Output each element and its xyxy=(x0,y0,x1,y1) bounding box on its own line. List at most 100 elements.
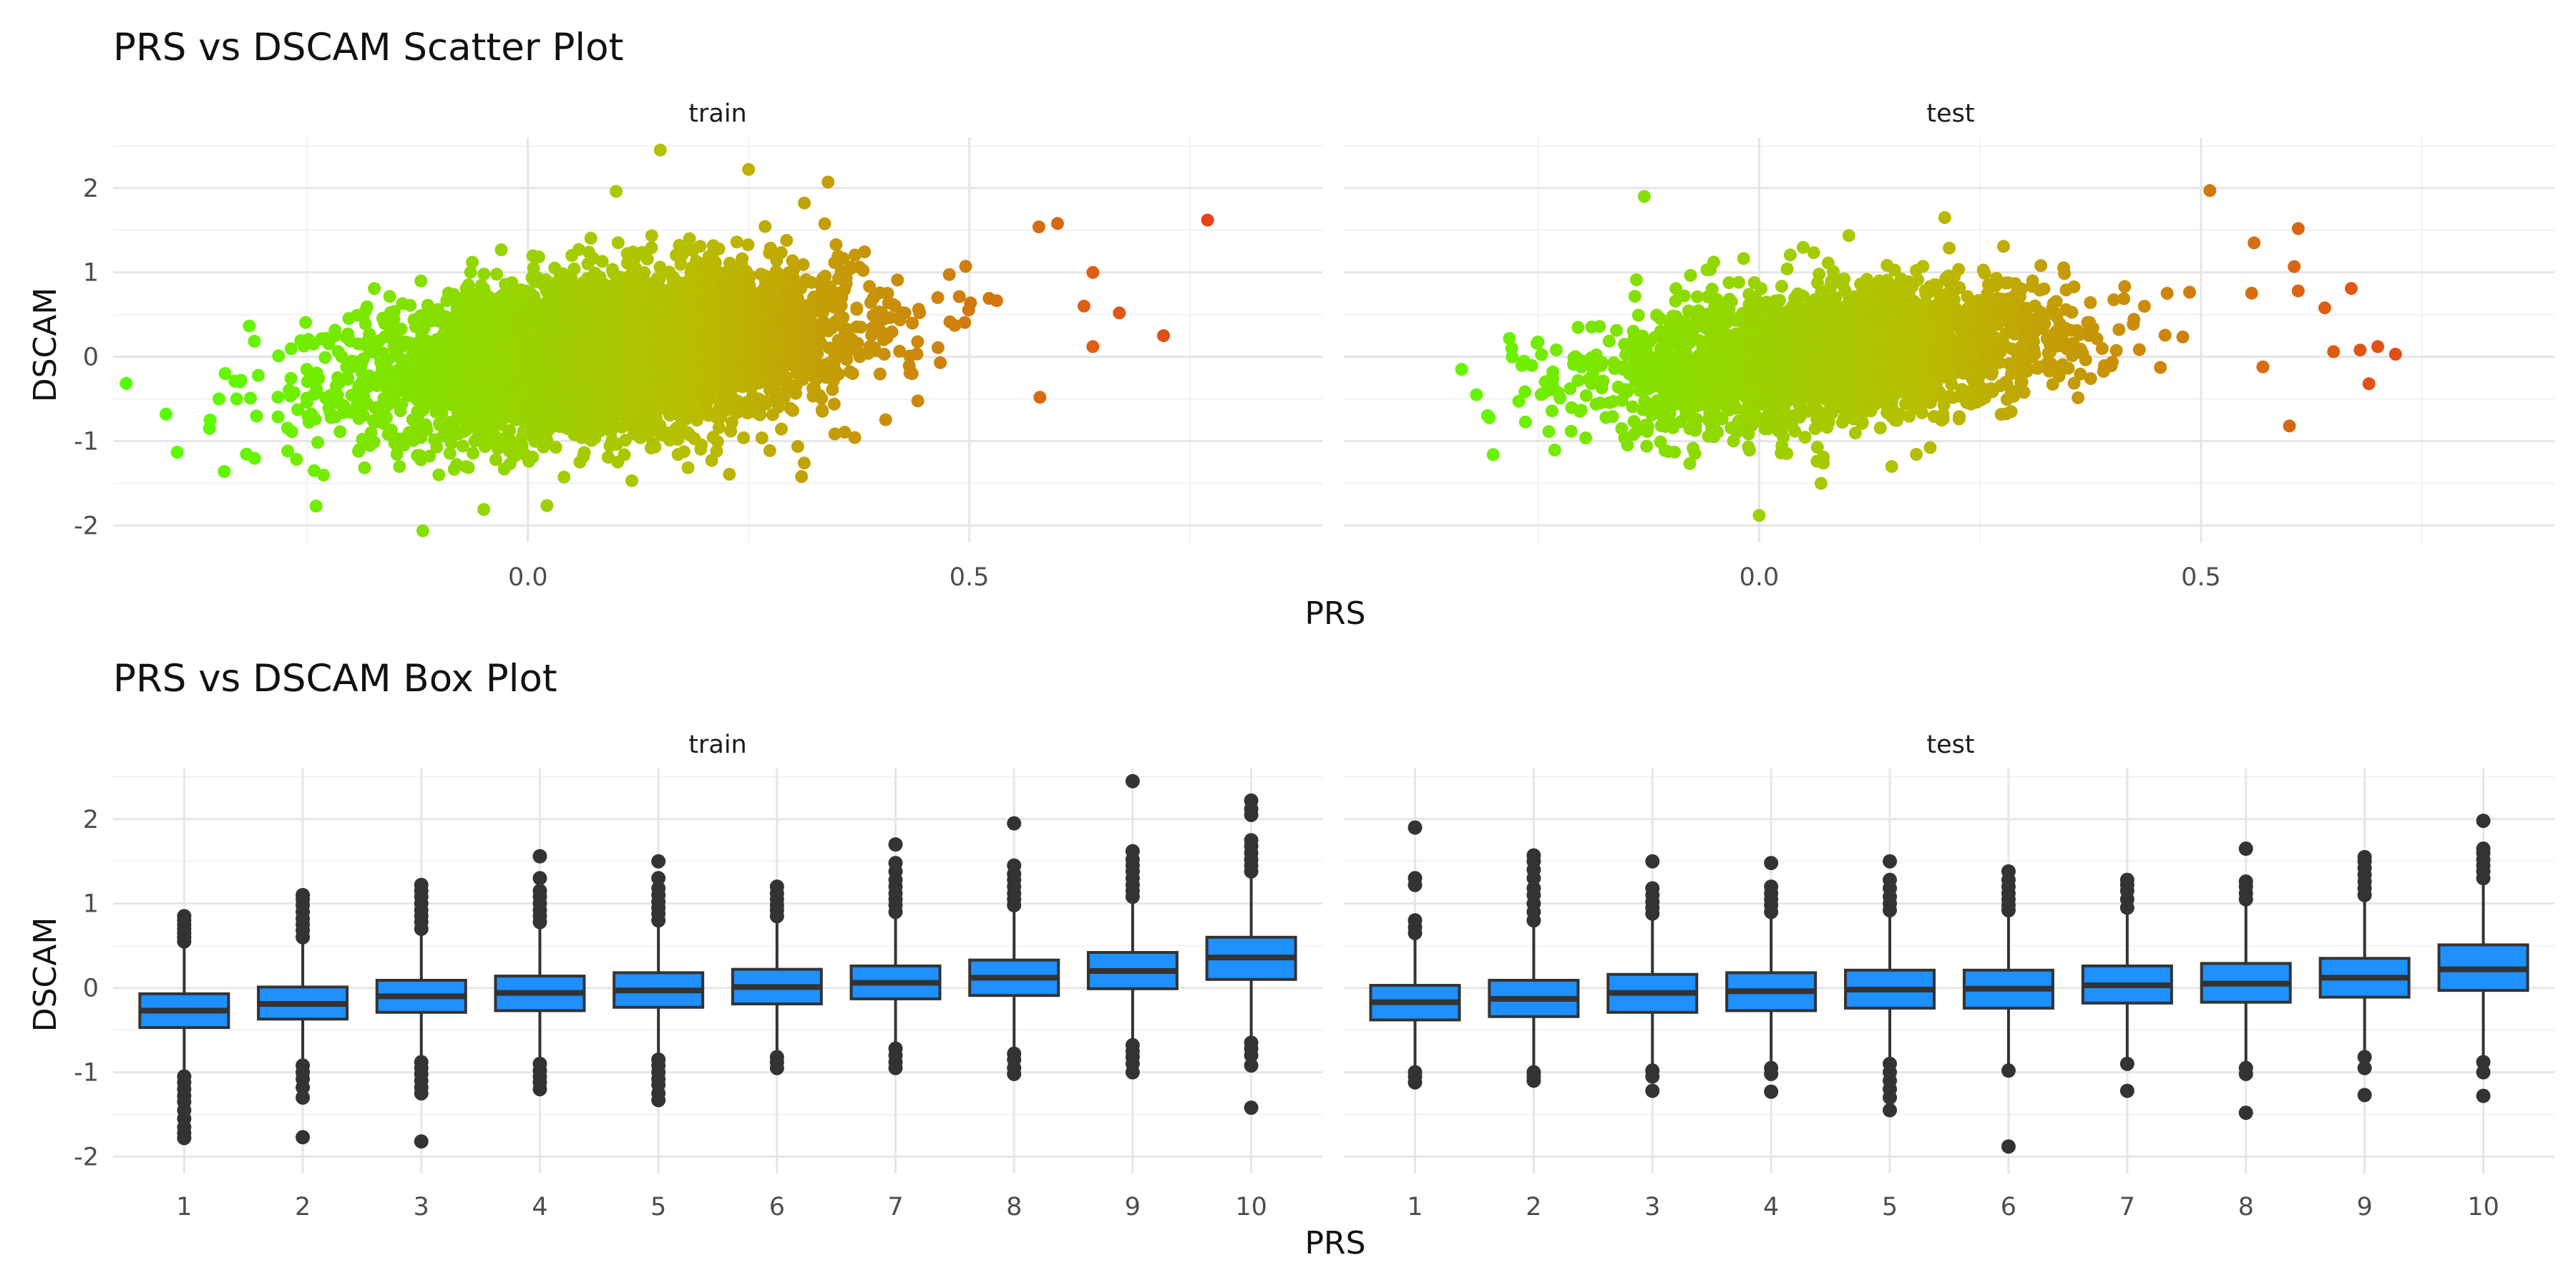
scatter-point xyxy=(252,369,265,382)
scatter-point xyxy=(540,285,553,298)
scatter-point xyxy=(673,376,686,390)
scatter-point xyxy=(432,468,446,482)
scatter-point xyxy=(443,447,457,460)
scatter-point xyxy=(534,369,547,382)
scatter-point xyxy=(473,359,487,373)
scatter-point xyxy=(471,319,484,333)
scatter-point xyxy=(650,274,663,288)
scatter-point xyxy=(873,367,887,381)
scatter-point xyxy=(1086,340,1100,353)
scatter-point xyxy=(618,346,631,358)
scatter-point xyxy=(692,341,706,354)
scatter-point xyxy=(543,296,557,309)
scatter-point xyxy=(737,431,751,444)
scatter-point xyxy=(552,392,565,405)
scatter-strip-train: train xyxy=(688,99,746,128)
scatter-point xyxy=(271,391,285,404)
scatter-point xyxy=(620,365,633,379)
scatter-point xyxy=(449,378,462,391)
scatter-point xyxy=(482,318,496,332)
scatter-point xyxy=(466,255,479,269)
scatter-point xyxy=(710,292,723,306)
scatter-point xyxy=(959,260,972,273)
scatter-point xyxy=(658,288,671,302)
scatter-point xyxy=(795,470,809,483)
scatter-point xyxy=(705,454,718,467)
scatter-point xyxy=(532,250,545,264)
scatter-point xyxy=(450,458,464,472)
scatter-point xyxy=(665,331,678,343)
scatter-point xyxy=(411,411,424,424)
scatter-point xyxy=(447,288,461,301)
scatter-point xyxy=(328,329,342,343)
scatter-point xyxy=(119,376,133,390)
scatter-point xyxy=(755,375,769,389)
scatter-point xyxy=(527,261,540,275)
scatter-point xyxy=(1842,229,1855,243)
scatter-point xyxy=(342,312,356,326)
scatter-strip-test: test xyxy=(1926,99,1974,128)
scatter-point xyxy=(497,462,511,476)
scatter-point xyxy=(629,261,643,275)
scatter-point xyxy=(906,316,919,330)
scatter-point xyxy=(160,407,172,421)
scatter-point xyxy=(735,275,748,289)
scatter-point xyxy=(800,275,814,288)
scatter-point xyxy=(559,319,572,333)
scatter-point xyxy=(489,453,502,467)
scatter-point xyxy=(496,376,509,390)
scatter-point xyxy=(748,306,761,319)
scatter-point xyxy=(285,425,298,439)
scatter-point xyxy=(526,450,540,464)
scatter-point xyxy=(517,424,530,438)
scatter-point xyxy=(653,143,667,157)
scatter-point xyxy=(615,421,628,434)
scatter-point xyxy=(691,385,705,398)
scatter-point xyxy=(401,389,415,403)
scatter-point xyxy=(361,397,374,411)
scatter-point xyxy=(958,316,972,329)
scatter-point xyxy=(482,434,496,447)
scatter-point xyxy=(759,321,773,334)
scatter-point xyxy=(681,461,695,474)
scatter-point xyxy=(539,321,552,334)
scatter-title: PRS vs DSCAM Scatter Plot xyxy=(113,26,623,69)
scatter-point xyxy=(299,316,313,329)
scatter-point xyxy=(358,317,372,331)
scatter-point xyxy=(755,431,769,444)
scatter-point xyxy=(877,333,890,346)
scatter-point xyxy=(302,333,316,346)
scatter-point xyxy=(479,384,492,397)
scatter-point xyxy=(693,258,706,272)
scatter-point xyxy=(515,439,529,452)
scatter-point xyxy=(839,271,853,285)
scatter-point xyxy=(565,249,579,262)
scatter-point xyxy=(290,452,303,466)
scatter-point xyxy=(606,290,620,303)
scatter-point xyxy=(367,341,381,354)
scatter-point xyxy=(383,290,396,303)
scatter-point xyxy=(377,404,391,418)
scatter-point xyxy=(911,335,924,348)
scatter-point xyxy=(730,235,743,249)
scatter-point xyxy=(741,238,755,252)
scatter-point xyxy=(1086,265,1100,279)
scatter-point xyxy=(333,425,347,439)
scatter-point xyxy=(557,470,571,484)
scatter-point xyxy=(520,353,534,367)
scatter-point xyxy=(633,341,646,355)
scatter-point xyxy=(2084,296,2097,309)
scatter-point xyxy=(797,457,811,470)
scatter-point xyxy=(843,365,857,379)
scatter-point xyxy=(683,243,697,256)
scatter-point xyxy=(332,376,346,390)
scatter-point xyxy=(456,405,469,419)
scatter-point xyxy=(879,413,892,426)
scatter-point xyxy=(816,272,829,286)
scatter-point xyxy=(798,196,811,210)
scatter-point xyxy=(1201,213,1214,227)
scatter-point xyxy=(841,323,854,336)
scatter-point xyxy=(1535,348,1548,361)
scatter-point xyxy=(806,366,819,379)
scatter-point xyxy=(509,409,522,423)
